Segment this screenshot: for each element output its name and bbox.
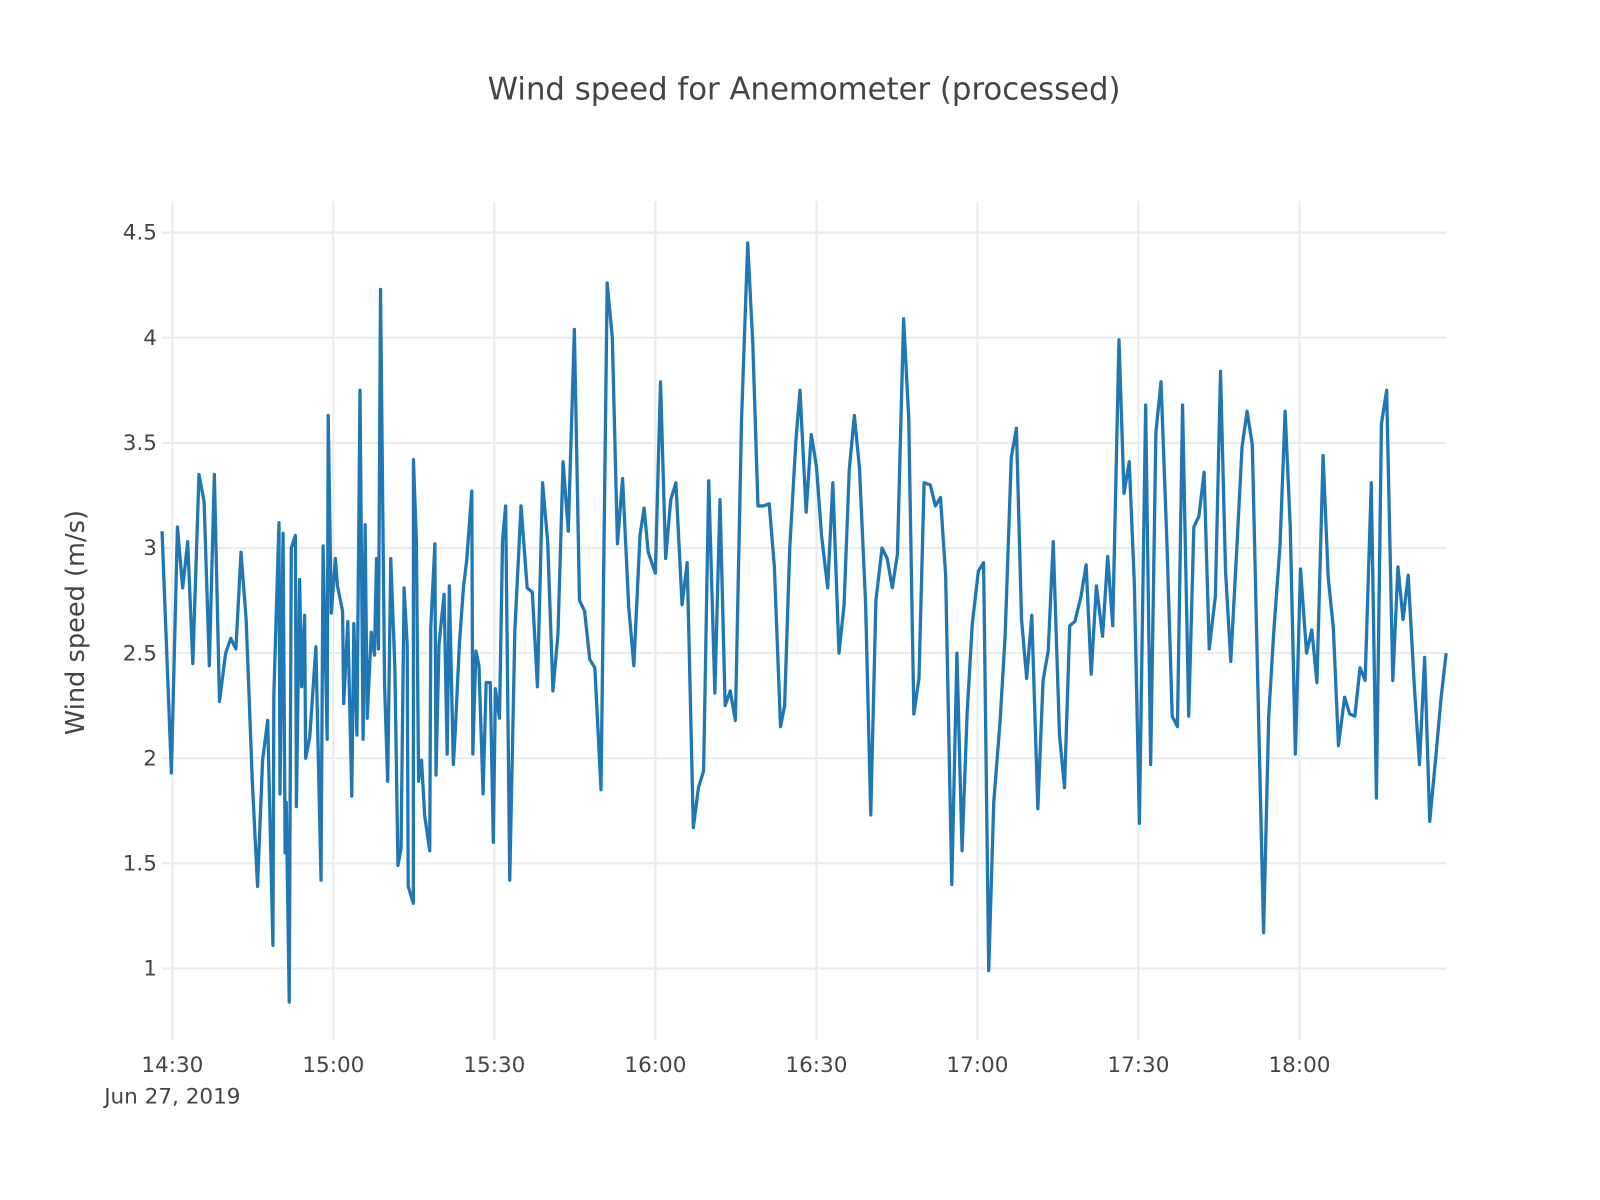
y-axis-label: Wind speed (m/s) — [61, 510, 91, 735]
x-tick-label: 17:00 — [946, 1053, 1008, 1078]
series-line — [160, 241, 1448, 1004]
x-tick-label: 14:30 — [141, 1053, 203, 1078]
x-tick-label: 16:00 — [624, 1053, 686, 1078]
y-tick-label: 1 — [143, 957, 157, 982]
x-tick-label: 15:00 — [302, 1053, 364, 1078]
y-tick-label: 4 — [143, 326, 157, 351]
plot-area[interactable] — [160, 241, 1448, 1004]
x-tick-label: 17:30 — [1107, 1053, 1169, 1078]
y-tick-label: 3 — [143, 536, 157, 561]
x-axis-ticks: 14:30 Jun 27, 2019 15:00 15:30 16:00 16:30 17:… — [102, 1053, 1330, 1110]
y-tick-label: 2.5 — [123, 641, 157, 666]
y-axis-ticks: 1 1.5 2 2.5 3 3.5 4 4.5 — [123, 221, 157, 982]
y-tick-label: 1.5 — [123, 852, 157, 877]
x-tick-label: 18:00 — [1268, 1053, 1330, 1078]
y-tick-label: 2 — [143, 746, 157, 771]
y-tick-label: 3.5 — [123, 431, 157, 456]
chart-title: Wind speed for Anemometer (processed) — [488, 71, 1121, 107]
x-tick-label: 15:30 — [463, 1053, 525, 1078]
x-tick-label: 16:30 — [785, 1053, 847, 1078]
x-tick-date-label: Jun 27, 2019 — [102, 1085, 240, 1110]
y-tick-label: 4.5 — [123, 221, 157, 246]
